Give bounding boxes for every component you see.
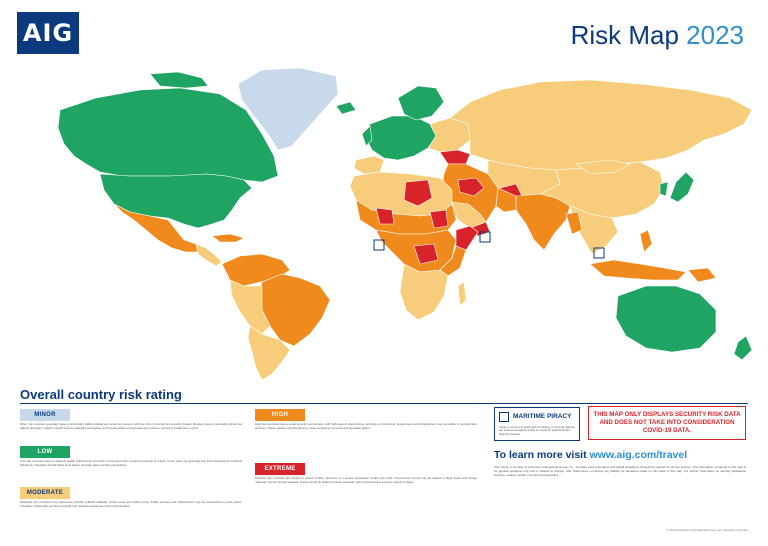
title-main: Risk Map: [570, 20, 679, 50]
region-mongolia: [575, 159, 631, 175]
region-papua: [687, 267, 717, 283]
region-drc: [413, 243, 439, 265]
region-myanmar: [565, 211, 583, 235]
legend-extreme-label: EXTREME: [255, 463, 305, 475]
title-year: 2023: [686, 20, 744, 50]
covid-notice: THIS MAP ONLY DISPLAYS SECURITY RISK DAT…: [588, 406, 746, 440]
region-madagascar: [457, 281, 467, 307]
aig-logo[interactable]: AIG: [17, 12, 79, 54]
region-central-america: [195, 243, 223, 267]
region-libya: [403, 179, 433, 207]
region-greenland: [237, 67, 339, 151]
section-divider: [20, 403, 748, 404]
page-title: Risk Map 2023: [571, 20, 744, 51]
region-new-zealand: [733, 335, 753, 361]
region-caribbean: [211, 233, 245, 243]
region-pakistan: [495, 187, 517, 213]
region-mali: [375, 207, 395, 225]
legend-low-description: Low risk countries have a relatively sta…: [20, 459, 242, 467]
region-scandinavia: [397, 85, 445, 121]
piracy-area-gulf-of-aden: [479, 231, 491, 243]
piracy-area-strait-of-malacca: [593, 247, 605, 259]
disclaimer-text: AIG Travel, a member of American Interna…: [494, 465, 746, 477]
legend-moderate-description: Moderate risk countries may experience p…: [20, 500, 242, 508]
legend-low-label: LOW: [20, 446, 70, 458]
region-southern-cone: [247, 325, 291, 381]
region-indonesia: [589, 259, 687, 281]
learn-more-link[interactable]: www.aig.com/travel: [589, 449, 688, 461]
piracy-area-gulf-of-guinea: [373, 239, 385, 251]
legend-high-label: HIGH: [255, 409, 305, 421]
legend-moderate-label: MODERATE: [20, 487, 70, 499]
world-risk-map: [57, 67, 753, 381]
region-syria-iraq: [457, 177, 485, 197]
region-andes: [229, 279, 271, 335]
legend-extreme-description: Extreme risk countries are subject to ar…: [255, 476, 477, 484]
section-heading: Overall country risk rating: [20, 387, 182, 402]
region-iceland: [335, 101, 357, 115]
maritime-piracy-description: Areas of concern in which acts of robber…: [499, 425, 576, 436]
region-japan: [669, 171, 695, 203]
region-iberia: [353, 155, 385, 175]
legend-minor-label: MINOR: [20, 409, 70, 421]
learn-more-prefix: To learn more visit: [494, 449, 590, 461]
region-australia: [615, 285, 717, 353]
maritime-piracy-label: MARITIME PIRACY: [513, 413, 572, 420]
maritime-piracy-legend: MARITIME PIRACY Areas of concern in whic…: [494, 407, 580, 441]
region-ukraine: [439, 149, 471, 165]
region-russia: [449, 79, 753, 171]
legend-high-description: High risk countries have a weak security…: [255, 422, 477, 430]
region-canada-arctic-islands: [149, 71, 209, 89]
region-arabia: [451, 201, 487, 229]
region-somalia: [455, 225, 479, 251]
region-brazil: [257, 273, 331, 347]
region-india: [515, 193, 571, 251]
region-southern-africa: [399, 263, 449, 321]
legend-minor-description: Minor risk countries generally have a fu…: [20, 422, 242, 430]
region-sudan: [429, 209, 449, 229]
region-western-europe: [365, 115, 437, 161]
region-philippines: [639, 229, 653, 253]
learn-more: To learn more visit www.aig.com/travel: [494, 449, 687, 461]
region-uk: [361, 125, 373, 147]
region-korea: [659, 181, 669, 197]
piracy-square-icon: [499, 412, 509, 422]
region-usa: [99, 173, 253, 229]
copyright-text: © 2023 American International Group, Inc…: [666, 528, 748, 532]
